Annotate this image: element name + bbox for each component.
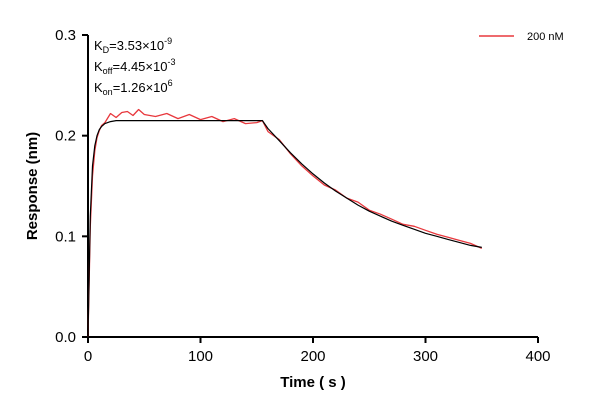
y-tick-label: 0.2 [55,128,76,145]
series-line-fit [87,119,482,338]
x-tick-label: 400 [525,348,550,365]
x-tick-label: 100 [188,348,213,365]
x-tick-label: 0 [84,348,92,365]
x-tick-label: 200 [300,348,325,365]
series-lines [87,108,483,338]
legend: 200 nM [479,31,564,43]
y-axis-label: Response (nm) [24,132,41,240]
kon-annotation: Kon=1.26×106 [94,78,173,97]
y-tick-label: 0.0 [55,329,76,346]
kinetics-annotations: KD=3.53×10-9 Koff=4.45×10-3 Kon=1.26×106 [94,36,175,97]
koff-annotation: Koff=4.45×10-3 [94,57,175,76]
x-tick-label: 300 [413,348,438,365]
kd-annotation: KD=3.53×10-9 [94,36,172,55]
ticks: 0 100 200 300 400 0.0 0.1 0.2 0.3 [55,27,550,365]
y-tick-label: 0.1 [55,228,76,245]
legend-label: 200 nM [527,31,564,43]
x-axis-label: Time ( s ) [280,374,346,391]
y-tick-label: 0.3 [55,27,76,44]
series-line-measured [87,108,483,338]
